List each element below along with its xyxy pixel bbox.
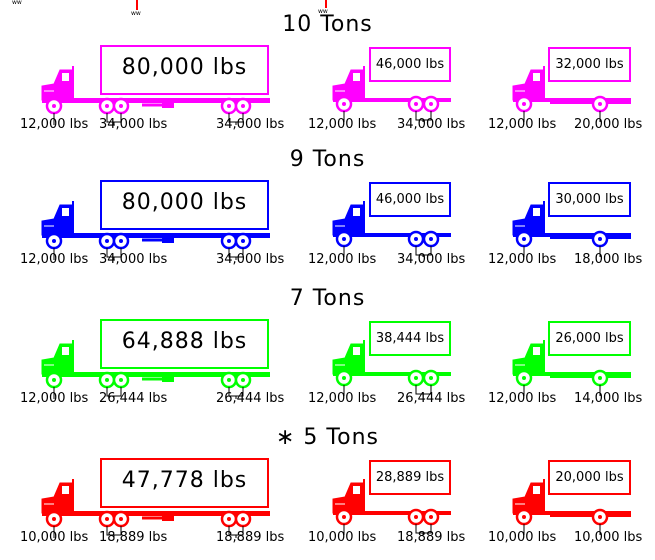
row-3-semi-drive-label: 18,889 lbs <box>99 530 168 545</box>
row-1-tandem-rear-label: 34,000 lbs <box>397 252 466 267</box>
row-1-single-steer-label: 12,000 lbs <box>488 252 557 267</box>
row-0-semi-weight: 80,000 lbs <box>121 55 248 80</box>
row-2-tandem-box <box>369 321 451 356</box>
row-2-heading: 7 Tons <box>289 286 366 311</box>
row-3-tandem-box <box>369 460 451 495</box>
row-2-single-rear-label: 14,000 lbs <box>574 391 643 406</box>
row-1-single-weight: 30,000 lbs <box>555 192 624 207</box>
row-3-tandem-rear-label: 18,889 lbs <box>397 530 466 545</box>
row-0-single-truck-icon <box>512 66 631 122</box>
row-3-heading: ∗ 5 Tons <box>276 425 379 450</box>
row-2-tandem-steer-label: 12,000 lbs <box>308 391 377 406</box>
row-1-heading: 9 Tons <box>289 147 366 172</box>
row-1-single-box <box>548 182 631 217</box>
row-1-tandem-box <box>369 182 451 217</box>
row-1-tandem-truck-icon <box>332 201 451 257</box>
row-1-semi-trailer-axle-label: 34,000 lbs <box>216 252 285 267</box>
row-2-single-truck-icon <box>512 340 631 396</box>
row-3-single-weight: 20,000 lbs <box>555 470 624 485</box>
row-2-single-box <box>548 321 631 356</box>
fragment-mark-right: ww <box>318 8 328 15</box>
row-3-single-box <box>548 460 631 495</box>
row-0-semi-truck-icon <box>41 66 270 125</box>
row-2-tandem-weight: 38,444 lbs <box>375 331 445 346</box>
row-0-heading: 10 Tons <box>282 12 373 37</box>
row-1-semi-weight: 80,000 lbs <box>121 190 248 215</box>
row-0-tandem-steer-label: 12,000 lbs <box>308 117 377 132</box>
row-0-tandem-rear-label: 34,000 lbs <box>397 117 466 132</box>
row-3-tandem-weight: 28,889 lbs <box>375 470 445 485</box>
row-1-single-rear-label: 18,000 lbs <box>574 252 643 267</box>
top-fragment-marks: ww ww ww <box>12 0 328 16</box>
row-3-tandem-steer-label: 10,000 lbs <box>308 530 377 545</box>
row-2-tandem-rear-label: 26,444 lbs <box>397 391 466 406</box>
row-3-tandem-truck-icon <box>332 479 451 535</box>
row-2-semi-trailer-axle-label: 26,444 lbs <box>216 391 285 406</box>
row-2-single-steer-label: 12,000 lbs <box>488 391 557 406</box>
row-0-semi-steer-label: 12,000 lbs <box>20 117 89 132</box>
row-1-semi-drive-label: 34,000 lbs <box>99 252 168 267</box>
row-1-tandem-steer-label: 12,000 lbs <box>308 252 377 267</box>
row-3-single-rear-label: 10,000 lbs <box>574 530 643 545</box>
row-1-tandem-weight: 46,000 lbs <box>375 192 445 207</box>
row-1-semi-steer-label: 12,000 lbs <box>20 252 89 267</box>
row-0-tandem-weight: 46,000 lbs <box>375 57 445 72</box>
row-0-tandem-box <box>369 47 451 82</box>
row-0-single-rear-label: 20,000 lbs <box>574 117 643 132</box>
row-3-semi-trailer-box <box>100 458 269 508</box>
row-0-semi-trailer-box <box>100 45 269 95</box>
row-2-semi-drive-label: 26,444 lbs <box>99 391 168 406</box>
row-2-semi-truck-icon <box>41 340 270 399</box>
row-0-semi-drive-label: 34,000 lbs <box>99 117 168 132</box>
row-0-semi-trailer-axle-label: 34,000 lbs <box>216 117 285 132</box>
row-3-single-truck-icon <box>512 479 631 535</box>
row-2-single-weight: 26,000 lbs <box>555 331 624 346</box>
row-3-semi-trailer-axle-label: 18,889 lbs <box>216 530 285 545</box>
row-3-semi-steer-label: 10,000 lbs <box>20 530 89 545</box>
row-3-single-steer-label: 10,000 lbs <box>488 530 557 545</box>
row-0-tandem-truck-icon <box>332 66 451 122</box>
row-2-tandem-truck-icon <box>332 340 451 396</box>
row-0-single-weight: 32,000 lbs <box>555 57 624 72</box>
fragment-mark-left: ww <box>131 10 141 16</box>
row-2-semi-trailer-box <box>100 319 269 369</box>
row-3-semi-weight: 47,778 lbs <box>121 468 248 493</box>
row-1-semi-truck-icon <box>41 201 270 260</box>
fragment-mark-corner: ww <box>12 0 22 6</box>
row-1-single-truck-icon <box>512 201 631 257</box>
row-1-semi-trailer-box <box>100 180 269 230</box>
row-0-single-steer-label: 12,000 lbs <box>488 117 557 132</box>
row-2-semi-steer-label: 12,000 lbs <box>20 391 89 406</box>
row-0-single-box <box>548 47 631 82</box>
row-2-semi-weight: 64,888 lbs <box>121 329 248 354</box>
row-3-semi-truck-icon <box>41 479 270 538</box>
